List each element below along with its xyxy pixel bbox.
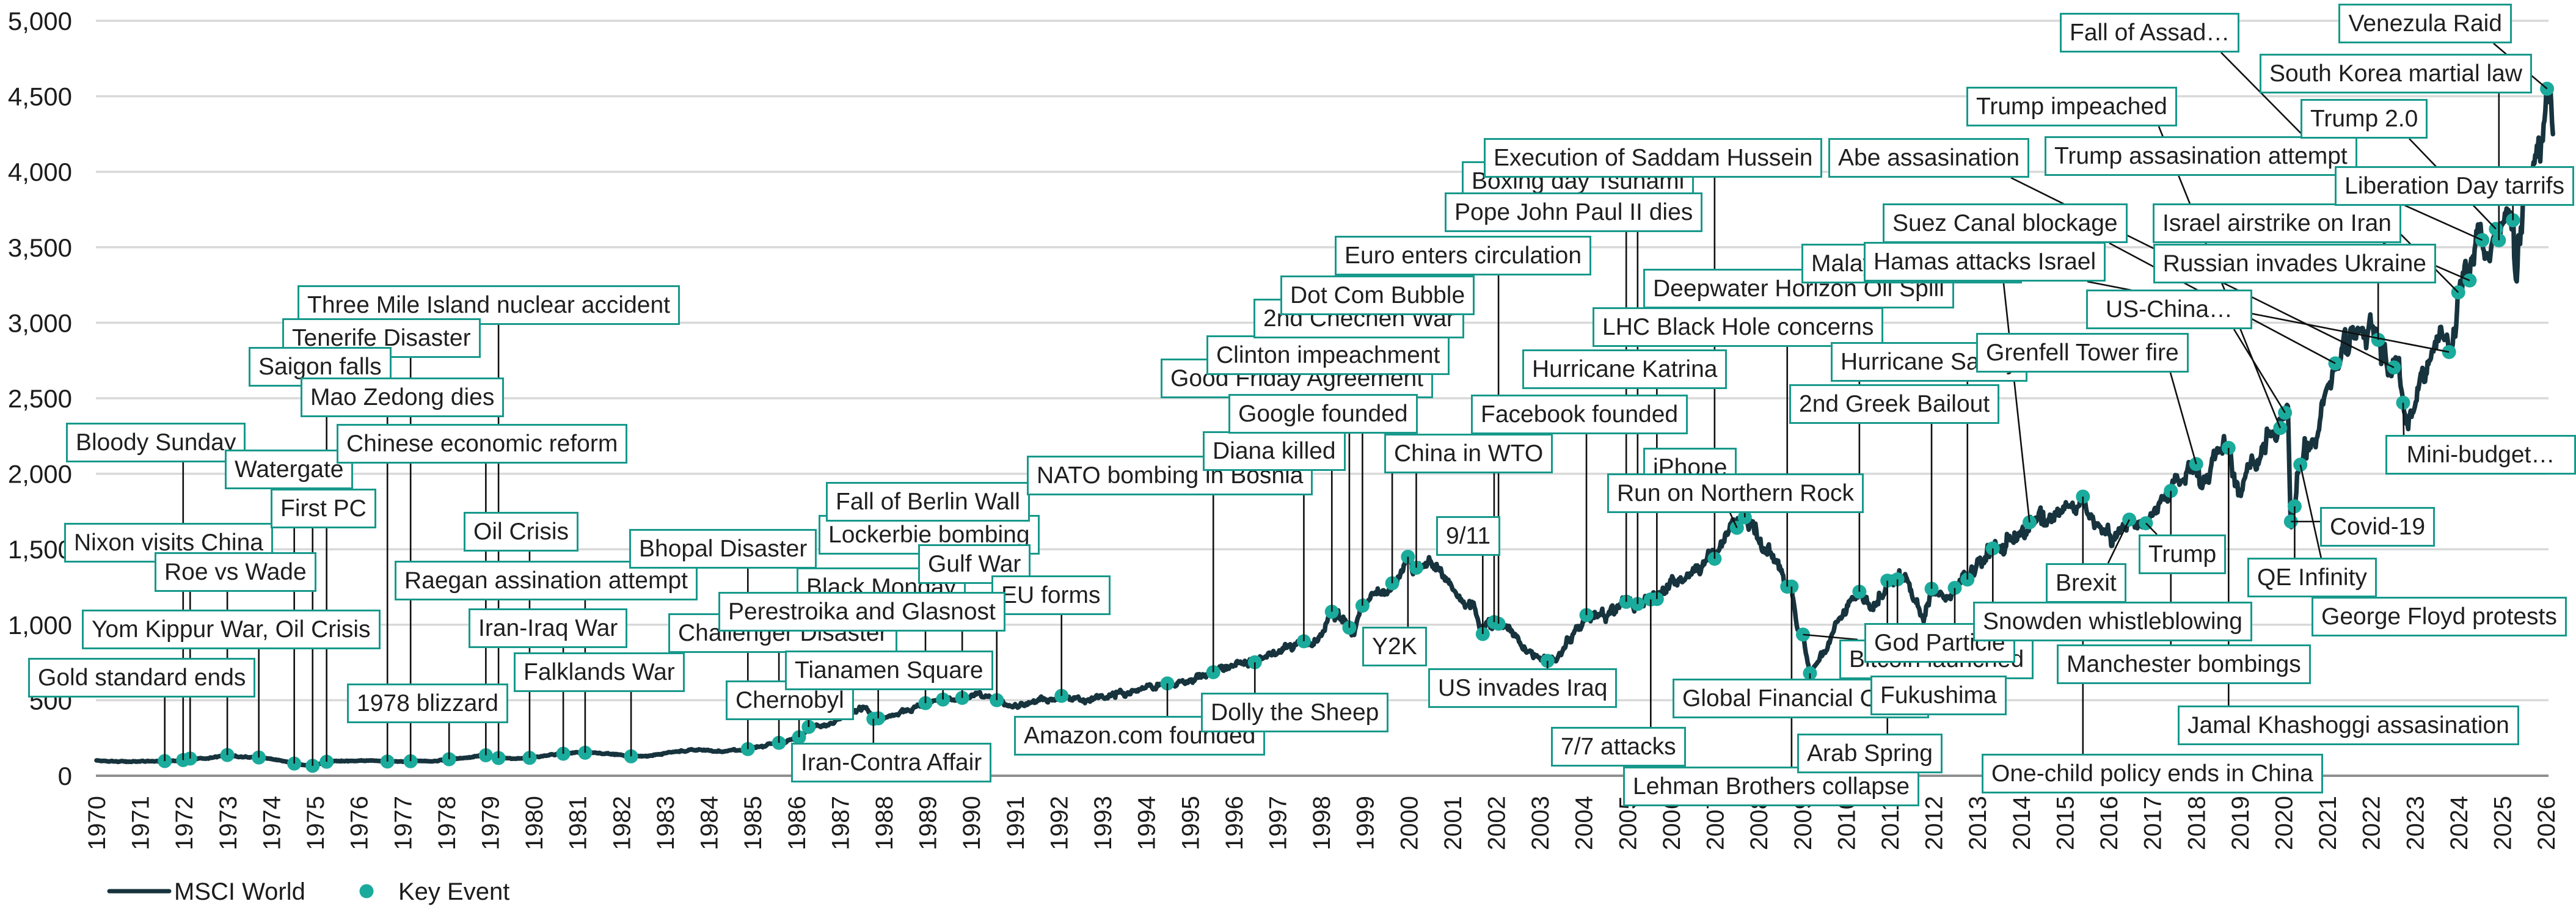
event-connector	[2145, 522, 2158, 535]
x-tick-label: 2018	[2183, 796, 2210, 850]
x-tick-label: 1978	[434, 796, 461, 850]
x-tick-label: 2008	[1746, 796, 1773, 850]
y-tick-label: 4,000	[8, 158, 72, 186]
x-tick-label: 2022	[2359, 796, 2385, 850]
x-tick-label: 2016	[2096, 796, 2123, 850]
x-tick-label: 1986	[784, 796, 811, 850]
x-tick-label: 2017	[2140, 796, 2167, 850]
x-tick-label: 1992	[1046, 796, 1073, 850]
x-tick-label: 2009	[1790, 796, 1817, 850]
event-connector	[2010, 177, 2395, 368]
x-tick-label: 1973	[215, 796, 242, 850]
x-tick-label: 1995	[1177, 796, 1204, 850]
x-tick-label: 2011	[1877, 798, 1904, 850]
x-tick-label: 1982	[608, 796, 635, 850]
event-connector	[2107, 519, 2130, 564]
x-tick-label: 1975	[302, 796, 329, 850]
x-tick-label: 1991	[1002, 796, 1029, 850]
x-tick-label: 1987	[827, 796, 854, 850]
x-tick-label: 1979	[477, 796, 504, 850]
x-tick-label: 1999	[1352, 796, 1379, 850]
legend-label-msci-world: MSCI World	[174, 878, 305, 905]
x-tick-label: 2003	[1527, 796, 1554, 850]
x-tick-label: 1989	[915, 796, 942, 850]
x-tick-label: 2002	[1484, 796, 1511, 850]
x-tick-label: 1985	[740, 796, 767, 850]
event-connector	[2299, 464, 2331, 597]
x-tick-label: 2010	[1833, 796, 1860, 850]
x-tick-label: 2013	[1965, 796, 1991, 850]
x-tick-label: 2000	[1396, 796, 1423, 850]
y-tick-label: 0	[58, 762, 72, 790]
y-tick-label: 1,500	[8, 535, 72, 564]
event-connector	[2169, 372, 2197, 465]
x-tick-label: 1976	[346, 796, 373, 850]
x-tick-label: 2007	[1702, 796, 1729, 850]
x-tick-label: 2024	[2446, 796, 2473, 850]
x-tick-label: 1971	[128, 796, 155, 850]
x-tick-label: 1977	[390, 796, 417, 850]
event-connector	[2338, 175, 2483, 241]
event-connector	[1717, 487, 1738, 528]
x-tick-label: 2020	[2271, 796, 2298, 850]
legend-dot-swatch	[359, 884, 374, 899]
x-tick-label: 2026	[2533, 796, 2560, 850]
x-tick-label: 2006	[1658, 796, 1685, 850]
y-tick-label: 2,500	[8, 384, 72, 413]
x-tick-label: 1988	[871, 796, 898, 850]
x-tick-label: 1981	[565, 796, 592, 850]
y-tick-label: 4,500	[8, 82, 72, 111]
x-tick-label: 2014	[2009, 796, 2035, 850]
x-tick-label: 1998	[1308, 796, 1335, 850]
x-tick-label: 1974	[258, 796, 285, 850]
x-tick-label: 1984	[696, 796, 723, 850]
event-connector	[1803, 633, 1858, 641]
x-tick-label: 2012	[1921, 796, 1948, 850]
y-tick-label: 2,000	[8, 460, 72, 489]
x-tick-label: 2004	[1571, 796, 1598, 850]
y-tick-label: 5,000	[8, 7, 72, 35]
event-connector	[2382, 242, 2470, 282]
x-tick-label: 2005	[1615, 796, 1641, 850]
x-tick-label: 1996	[1221, 796, 1248, 850]
x-tick-label: 2015	[2052, 796, 2079, 850]
event-connector	[2087, 280, 2450, 353]
x-tick-label: 2023	[2402, 796, 2429, 850]
x-tick-label: 1970	[84, 796, 111, 850]
event-connector	[2233, 329, 2286, 414]
x-tick-label: 1972	[171, 796, 198, 850]
event-connector	[2402, 403, 2405, 436]
event-connector	[2493, 43, 2548, 90]
x-tick-label: 1980	[521, 796, 548, 850]
event-connector	[2109, 242, 2336, 365]
x-tick-label: 2019	[2227, 796, 2254, 850]
x-tick-label: 1993	[1090, 796, 1117, 850]
x-tick-label: 1990	[958, 796, 985, 850]
x-tick-label: 2021	[2315, 796, 2341, 850]
y-tick-label: 1,000	[8, 611, 72, 640]
event-connector	[2002, 283, 2031, 523]
x-tick-label: 1994	[1134, 796, 1161, 850]
x-tick-label: 2001	[1440, 796, 1467, 850]
x-tick-label: 1997	[1264, 796, 1291, 850]
y-tick-label: 3,500	[8, 233, 72, 262]
event-connector	[2409, 138, 2497, 230]
legend-label-key-event: Key Event	[398, 878, 509, 905]
x-tick-label: 1983	[652, 796, 679, 850]
y-tick-label: 500	[29, 686, 72, 715]
x-tick-label: 2025	[2490, 796, 2517, 850]
y-tick-label: 3,000	[8, 308, 72, 337]
